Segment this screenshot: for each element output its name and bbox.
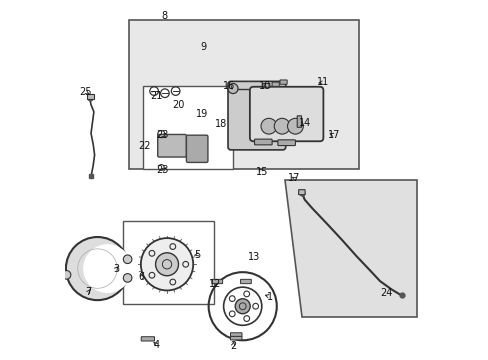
FancyBboxPatch shape	[211, 279, 222, 284]
FancyBboxPatch shape	[227, 81, 285, 150]
FancyBboxPatch shape	[254, 139, 271, 145]
Text: 4: 4	[153, 340, 160, 350]
Text: 6: 6	[138, 272, 144, 282]
Circle shape	[141, 238, 193, 291]
FancyBboxPatch shape	[297, 116, 301, 127]
Text: 3: 3	[113, 264, 119, 274]
Text: 16: 16	[223, 81, 235, 91]
Circle shape	[274, 118, 289, 134]
Text: 18: 18	[215, 120, 227, 129]
Text: 1: 1	[266, 292, 272, 302]
Text: 2: 2	[229, 341, 236, 351]
Circle shape	[66, 237, 129, 300]
Polygon shape	[284, 180, 416, 317]
Text: 13: 13	[248, 252, 260, 262]
Text: 9: 9	[200, 42, 206, 52]
FancyBboxPatch shape	[129, 21, 358, 169]
FancyBboxPatch shape	[158, 134, 186, 157]
Circle shape	[235, 299, 250, 314]
Text: 12: 12	[208, 279, 221, 289]
Text: 23: 23	[156, 165, 168, 175]
Text: 25: 25	[80, 87, 92, 97]
Circle shape	[287, 118, 303, 134]
Circle shape	[123, 274, 132, 282]
Text: 17: 17	[327, 130, 340, 140]
Text: 19: 19	[196, 109, 208, 119]
FancyBboxPatch shape	[249, 87, 323, 141]
Text: 15: 15	[255, 167, 267, 177]
Circle shape	[227, 84, 238, 94]
Text: 22: 22	[138, 141, 151, 151]
FancyBboxPatch shape	[186, 135, 207, 162]
FancyBboxPatch shape	[298, 190, 305, 195]
Text: 8: 8	[162, 11, 167, 21]
Text: 21: 21	[150, 91, 163, 101]
Circle shape	[62, 271, 71, 279]
FancyBboxPatch shape	[240, 279, 251, 284]
Text: 24: 24	[379, 288, 391, 298]
FancyBboxPatch shape	[143, 86, 233, 169]
FancyBboxPatch shape	[230, 336, 242, 340]
Circle shape	[155, 253, 178, 276]
Circle shape	[83, 244, 132, 293]
Text: 5: 5	[194, 249, 200, 260]
Text: 20: 20	[172, 100, 184, 110]
Text: 11: 11	[317, 77, 329, 87]
FancyBboxPatch shape	[141, 337, 154, 341]
Text: 14: 14	[298, 118, 310, 128]
Text: 23: 23	[156, 130, 168, 140]
FancyBboxPatch shape	[123, 221, 213, 304]
Circle shape	[123, 255, 132, 264]
FancyBboxPatch shape	[230, 333, 242, 336]
Circle shape	[261, 118, 276, 134]
FancyBboxPatch shape	[280, 80, 286, 84]
FancyBboxPatch shape	[87, 94, 94, 99]
Text: 17: 17	[287, 173, 300, 183]
Text: 10: 10	[259, 81, 271, 91]
FancyBboxPatch shape	[277, 140, 295, 145]
FancyBboxPatch shape	[271, 82, 279, 86]
FancyBboxPatch shape	[262, 84, 269, 88]
Text: 7: 7	[85, 287, 91, 297]
